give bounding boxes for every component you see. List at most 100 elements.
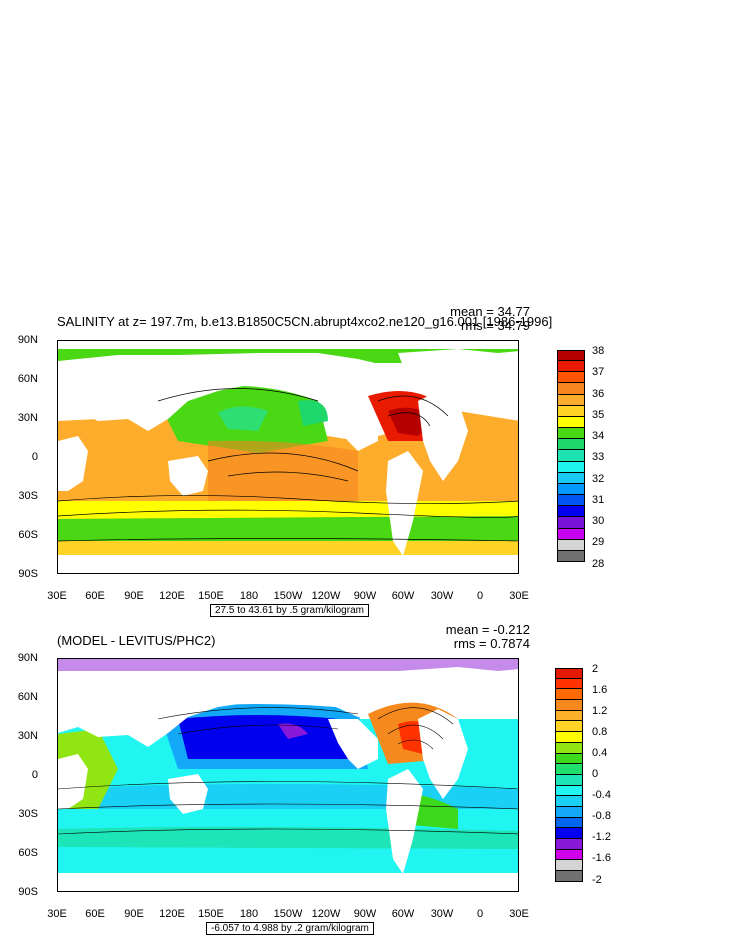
lat-label: 30S [18,808,38,820]
colorbar [557,350,585,562]
colorbar-swatch [557,383,585,395]
colorbar [555,668,583,882]
colorbar-label: 37 [592,366,605,378]
lat-label: 90S [18,568,38,580]
lon-label: 150E [198,908,224,920]
panel-title: (MODEL - LEVITUS/PHC2) [57,633,216,648]
lat-label: 30S [18,490,38,502]
colorbar-swatch [557,416,585,429]
lon-label: 0 [476,590,484,602]
lon-label: 120E [159,590,185,602]
colorbar-swatch [555,721,583,733]
colorbar-swatch [557,428,585,440]
lat-label: 60S [18,529,38,541]
colorbar-label: 1.2 [592,705,608,717]
colorbar-swatch [555,732,583,743]
colorbar-label: 36 [592,388,605,400]
lat-label: 90N [17,334,38,346]
colorbar-swatch [557,506,585,518]
lon-label: 120W [311,908,341,920]
lon-label: 60W [391,590,415,602]
colorbar-swatch [557,350,585,362]
lon-label: 60E [85,590,105,602]
lon-label: 90E [124,590,144,602]
colorbar-swatch [555,871,583,882]
range-box: 27.5 to 43.61 by .5 gram/kilogram [210,604,369,617]
colorbar-label: 38 [592,345,605,357]
lon-label: 120E [159,908,185,920]
difference-map [57,658,519,892]
colorbar-swatch [555,839,583,850]
colorbar-swatch [555,796,583,807]
colorbar-label: -0.4 [592,789,611,801]
colorbar-label: 1.6 [592,684,608,696]
colorbar-swatch [555,753,583,765]
colorbar-swatch [555,764,583,775]
colorbar-swatch [557,483,585,496]
colorbar-swatch [557,439,585,451]
lon-label: 60E [85,908,105,920]
lon-label: 30W [430,590,454,602]
colorbar-swatch [555,828,583,839]
mean-label: mean = -0.212 [445,622,530,637]
lat-label: 0 [31,769,38,781]
lon-label: 30W [430,908,454,920]
colorbar-label: -2 [592,874,602,886]
lon-label: 120W [311,590,341,602]
lat-label: 90S [18,886,38,898]
colorbar-label: 35 [592,409,605,421]
colorbar-swatch [557,517,585,529]
colorbar-label: -1.6 [592,852,611,864]
lon-label: 180 [239,908,259,920]
colorbar-swatch [557,394,585,406]
lat-label: 60N [17,373,38,385]
lat-label: 60N [17,691,38,703]
range-box: -6.057 to 4.988 by .2 gram/kilogram [206,922,374,935]
lon-label: 150E [198,590,224,602]
colorbar-label: 0.4 [592,747,608,759]
mean-label: mean = 34.77 [450,304,530,319]
panel-title: SALINITY at z= 197.7m, b.e13.B1850C5CN.a… [57,314,553,329]
colorbar-swatch [555,668,583,679]
colorbar-swatch [557,361,585,373]
colorbar-label: 2 [592,663,599,675]
colorbar-swatch [557,528,585,540]
colorbar-label: 28 [592,558,605,570]
lon-label: 30E [509,908,529,920]
colorbar-label: 33 [592,451,605,463]
rms-label: rms = 34.79 [460,318,530,333]
lon-label: 150W [273,590,303,602]
lon-label: 90W [353,590,377,602]
colorbar-swatch [557,550,585,562]
difference-panel: mean = -0.212 (MODEL - LEVITUS/PHC2) rms… [0,618,733,940]
colorbar-swatch [555,785,583,797]
lon-label: 90W [353,908,377,920]
colorbar-swatch [555,817,583,829]
salinity-panel: mean = 34.77 SALINITY at z= 197.7m, b.e1… [0,300,733,620]
colorbar-swatch [557,405,585,417]
lon-label: 60W [391,908,415,920]
colorbar-label: 34 [592,430,605,442]
lon-label: 0 [476,908,484,920]
colorbar-label: -1.2 [592,831,611,843]
colorbar-swatch [555,710,583,722]
lat-label: 0 [31,451,38,463]
colorbar-swatch [555,774,583,786]
lon-label: 30E [47,590,67,602]
colorbar-label: 29 [592,536,605,548]
colorbar-swatch [557,372,585,384]
colorbar-swatch [555,742,583,754]
colorbar-label: 0 [592,768,599,780]
colorbar-swatch [557,461,585,473]
lon-label: 180 [239,590,259,602]
colorbar-swatch [555,700,583,711]
lat-label: 60S [18,847,38,859]
colorbar-swatch [557,495,585,507]
colorbar-swatch [557,450,585,462]
lon-label: 90E [124,908,144,920]
lon-label: 30E [509,590,529,602]
colorbar-swatch [557,539,585,551]
lon-label: 30E [47,908,67,920]
colorbar-swatch [555,806,583,818]
colorbar-label: 0.8 [592,726,608,738]
